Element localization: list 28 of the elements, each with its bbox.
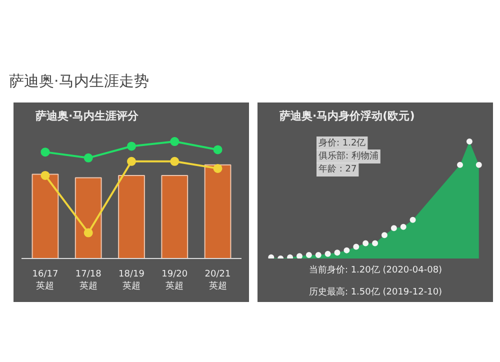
text: 当前身价: 1.20亿 (2020-04-08) — [308, 264, 442, 276]
chart-title: 萨迪奥·马内身价浮动(欧元) — [278, 110, 415, 122]
text: 萨迪奥·马内生涯走势 — [9, 71, 149, 92]
x-tick-label: 19/20 英超 — [162, 270, 188, 292]
bar — [204, 164, 232, 258]
annotation: 身价: 1.2亿 — [318, 138, 366, 148]
bar — [118, 174, 145, 258]
annotation: 年龄 : 27 — [318, 164, 357, 174]
point — [213, 145, 222, 154]
bar — [32, 174, 59, 258]
annotation: 俱乐部: 利物浦 — [318, 150, 378, 162]
point — [40, 170, 50, 180]
x-tick-label: 18/19 英超 — [118, 270, 145, 292]
point — [170, 156, 180, 166]
point — [170, 137, 180, 146]
bar — [161, 174, 188, 258]
point — [127, 156, 136, 166]
x-tick-label: 20/21 英超 — [204, 270, 231, 292]
point — [40, 148, 50, 157]
point — [127, 142, 136, 151]
chart-title: 萨迪奥·马内生涯评分 — [34, 110, 140, 122]
x-tick-label: 16/17 英超 — [32, 270, 58, 292]
point — [213, 164, 222, 173]
point — [84, 228, 93, 238]
point — [84, 153, 93, 162]
text: 历史最高: 1.50亿 (2019-12-10) — [308, 286, 442, 298]
x-tick-label: 17/18 英超 — [75, 270, 102, 292]
bar — [74, 177, 102, 258]
